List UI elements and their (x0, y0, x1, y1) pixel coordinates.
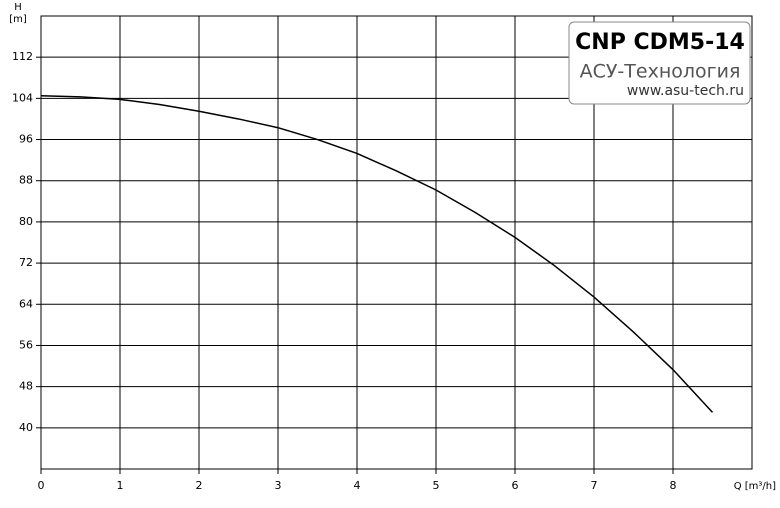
y-axis-label: H (14, 2, 22, 13)
y-axis-unit: [m] (9, 14, 27, 25)
curve (40, 95, 714, 413)
website: www.asu-tech.ru (627, 83, 744, 99)
y-tick-label: 48 (19, 380, 33, 393)
x-tick-label: 6 (512, 479, 519, 492)
x-tick-label: 7 (591, 479, 598, 492)
y-tick-label: 104 (12, 91, 33, 104)
y-tick-label: 112 (12, 50, 33, 63)
x-tick-label: 4 (354, 479, 361, 492)
x-tick-label: 0 (38, 479, 45, 492)
x-tick-label: 3 (275, 479, 282, 492)
y-tick-label: 64 (19, 297, 33, 310)
y-tick-label: 88 (19, 174, 33, 187)
x-tick-label: 2 (196, 479, 203, 492)
x-axis-label: Q [m³/h] (734, 481, 776, 492)
y-tick-label: 72 (19, 256, 33, 269)
y-tick-label: 56 (19, 338, 33, 351)
x-tick-label: 8 (670, 479, 677, 492)
title-box (568, 21, 751, 105)
y-tick-label: 80 (19, 215, 33, 228)
y-tick-label: 96 (19, 133, 33, 146)
x-tick-label: 1 (117, 479, 124, 492)
chart-subtitle: АСУ-Технология (580, 61, 741, 83)
y-tick-label: 40 (19, 421, 33, 434)
x-tick-label: 5 (433, 479, 440, 492)
chart-title: CNP CDM5-14 (575, 30, 745, 55)
